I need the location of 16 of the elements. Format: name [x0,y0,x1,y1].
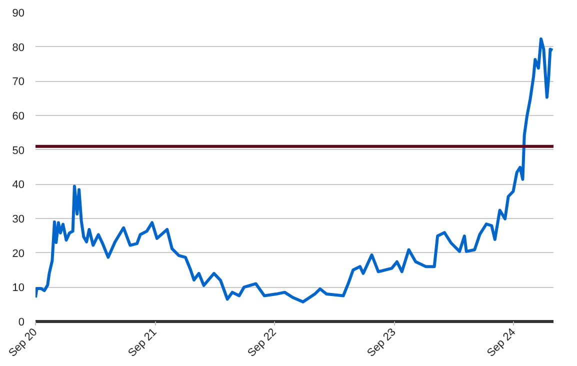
x-tick-label: Sep 22 [246,326,279,360]
y-tick-label: 50 [12,144,25,157]
x-tick-label: Sep 21 [126,326,160,360]
y-tick-label: 90 [12,8,25,20]
y-tick-label: 70 [12,76,25,88]
x-tick-label: Sep 23 [365,326,398,360]
x-tick-label: Sep 20 [6,326,40,360]
y-tick-label: 20 [12,248,25,260]
line-series [36,37,554,304]
y-tick-label: 40 [12,179,25,192]
x-tick-label: Sep 24 [484,326,518,360]
y-tick-label: 10 [12,282,25,294]
y-tick-label: 30 [12,214,25,226]
y-tick-label: 0 [18,316,25,328]
y-tick-label: 60 [12,110,25,122]
y-tick-label: 80 [12,42,25,54]
